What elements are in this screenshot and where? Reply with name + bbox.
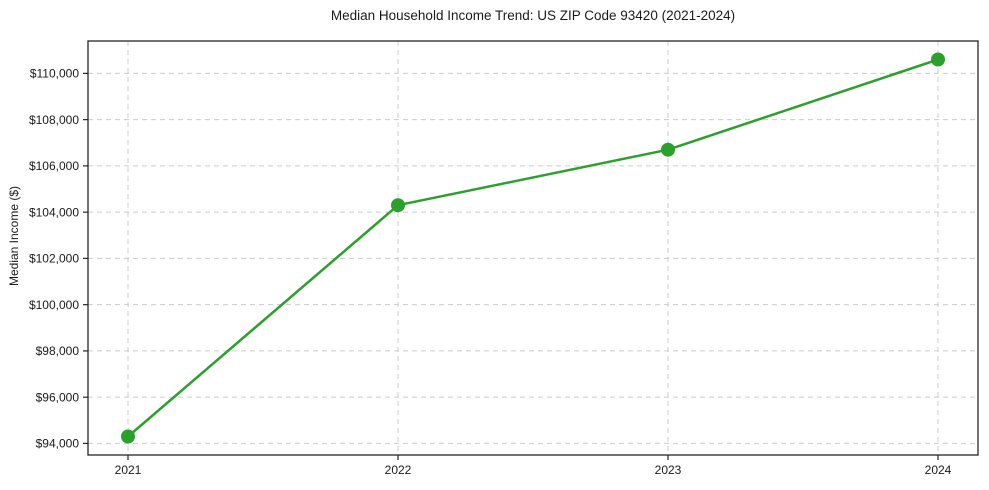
y-tick-label: $110,000 [30,67,79,81]
y-tick-label: $94,000 [36,437,80,451]
y-tick-label: $104,000 [29,205,79,219]
x-tick-label: 2021 [115,463,142,477]
y-tick-label: $100,000 [29,298,79,312]
data-point-2022 [391,198,405,213]
trend-line [126,58,940,438]
y-tick-label: $106,000 [29,159,79,173]
data-point-2024 [931,52,945,67]
y-tick-label: $108,000 [29,113,79,127]
y-tick-label: $98,000 [36,344,80,358]
y-tick-label: $102,000 [29,252,79,266]
x-tick-label: 2024 [925,463,952,477]
plot-border [87,40,979,456]
x-tick-label: 2022 [385,463,412,477]
data-point-2023 [661,142,675,157]
y-tick-label: $96,000 [36,390,80,404]
chart-title: Median Household Income Trend: US ZIP Co… [330,8,736,23]
x-tick-label: 2023 [655,463,682,477]
data-point-2021 [121,429,135,444]
